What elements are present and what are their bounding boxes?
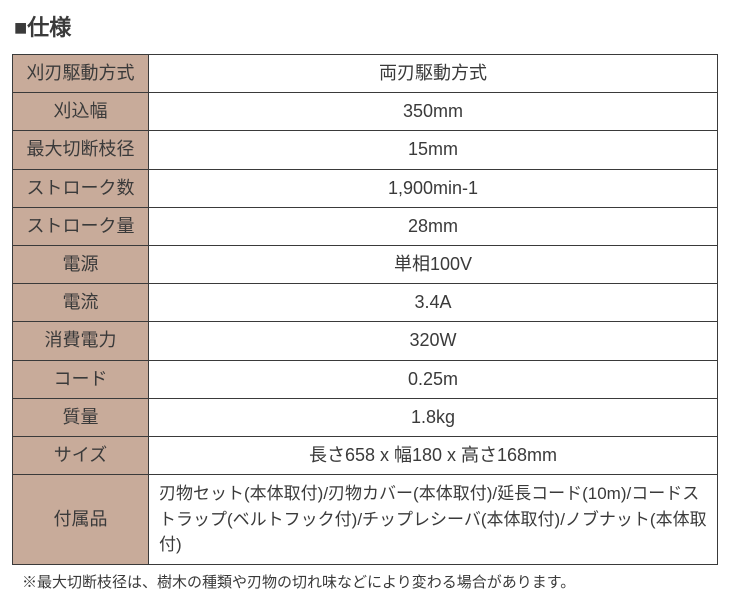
row-value: 3.4A: [149, 284, 718, 322]
row-label: 最大切断枝径: [13, 131, 149, 169]
spec-table-body: 刈刃駆動方式 両刃駆動方式 刈込幅 350mm 最大切断枝径 15mm ストロー…: [13, 55, 718, 565]
footnote: ※最大切断枝径は、樹木の種類や刃物の切れ味などにより変わる場合があります。: [22, 571, 718, 592]
row-value: 15mm: [149, 131, 718, 169]
row-label: 刈込幅: [13, 93, 149, 131]
row-value: 長さ658 x 幅180 x 高さ168mm: [149, 436, 718, 474]
row-value: 1,900min-1: [149, 169, 718, 207]
row-label: 付属品: [13, 475, 149, 565]
row-label: コード: [13, 360, 149, 398]
row-label: 電源: [13, 245, 149, 283]
row-value: 単相100V: [149, 245, 718, 283]
row-value: 320W: [149, 322, 718, 360]
row-value: 1.8kg: [149, 398, 718, 436]
row-label: ストローク数: [13, 169, 149, 207]
table-row-accessories: 付属品 刃物セット(本体取付)/刃物カバー(本体取付)/延長コード(10m)/コ…: [13, 475, 718, 565]
row-label: サイズ: [13, 436, 149, 474]
row-label: 質量: [13, 398, 149, 436]
table-row: 刈刃駆動方式 両刃駆動方式: [13, 55, 718, 93]
table-row: サイズ 長さ658 x 幅180 x 高さ168mm: [13, 436, 718, 474]
table-row: 最大切断枝径 15mm: [13, 131, 718, 169]
table-row: 消費電力 320W: [13, 322, 718, 360]
table-row: ストローク数 1,900min-1: [13, 169, 718, 207]
table-row: 刈込幅 350mm: [13, 93, 718, 131]
row-value: 350mm: [149, 93, 718, 131]
row-value: 両刃駆動方式: [149, 55, 718, 93]
row-value: 28mm: [149, 207, 718, 245]
spec-table: 刈刃駆動方式 両刃駆動方式 刈込幅 350mm 最大切断枝径 15mm ストロー…: [12, 54, 718, 565]
spec-container: ■仕様 刈刃駆動方式 両刃駆動方式 刈込幅 350mm 最大切断枝径 15mm …: [0, 0, 730, 600]
table-row: 電源 単相100V: [13, 245, 718, 283]
table-row: 電流 3.4A: [13, 284, 718, 322]
row-value: 刃物セット(本体取付)/刃物カバー(本体取付)/延長コード(10m)/コードスト…: [149, 475, 718, 565]
table-row: ストローク量 28mm: [13, 207, 718, 245]
row-label: 電流: [13, 284, 149, 322]
row-label: 消費電力: [13, 322, 149, 360]
table-row: コード 0.25m: [13, 360, 718, 398]
row-value: 0.25m: [149, 360, 718, 398]
row-label: ストローク量: [13, 207, 149, 245]
row-label: 刈刃駆動方式: [13, 55, 149, 93]
table-row: 質量 1.8kg: [13, 398, 718, 436]
section-title: ■仕様: [14, 10, 718, 42]
